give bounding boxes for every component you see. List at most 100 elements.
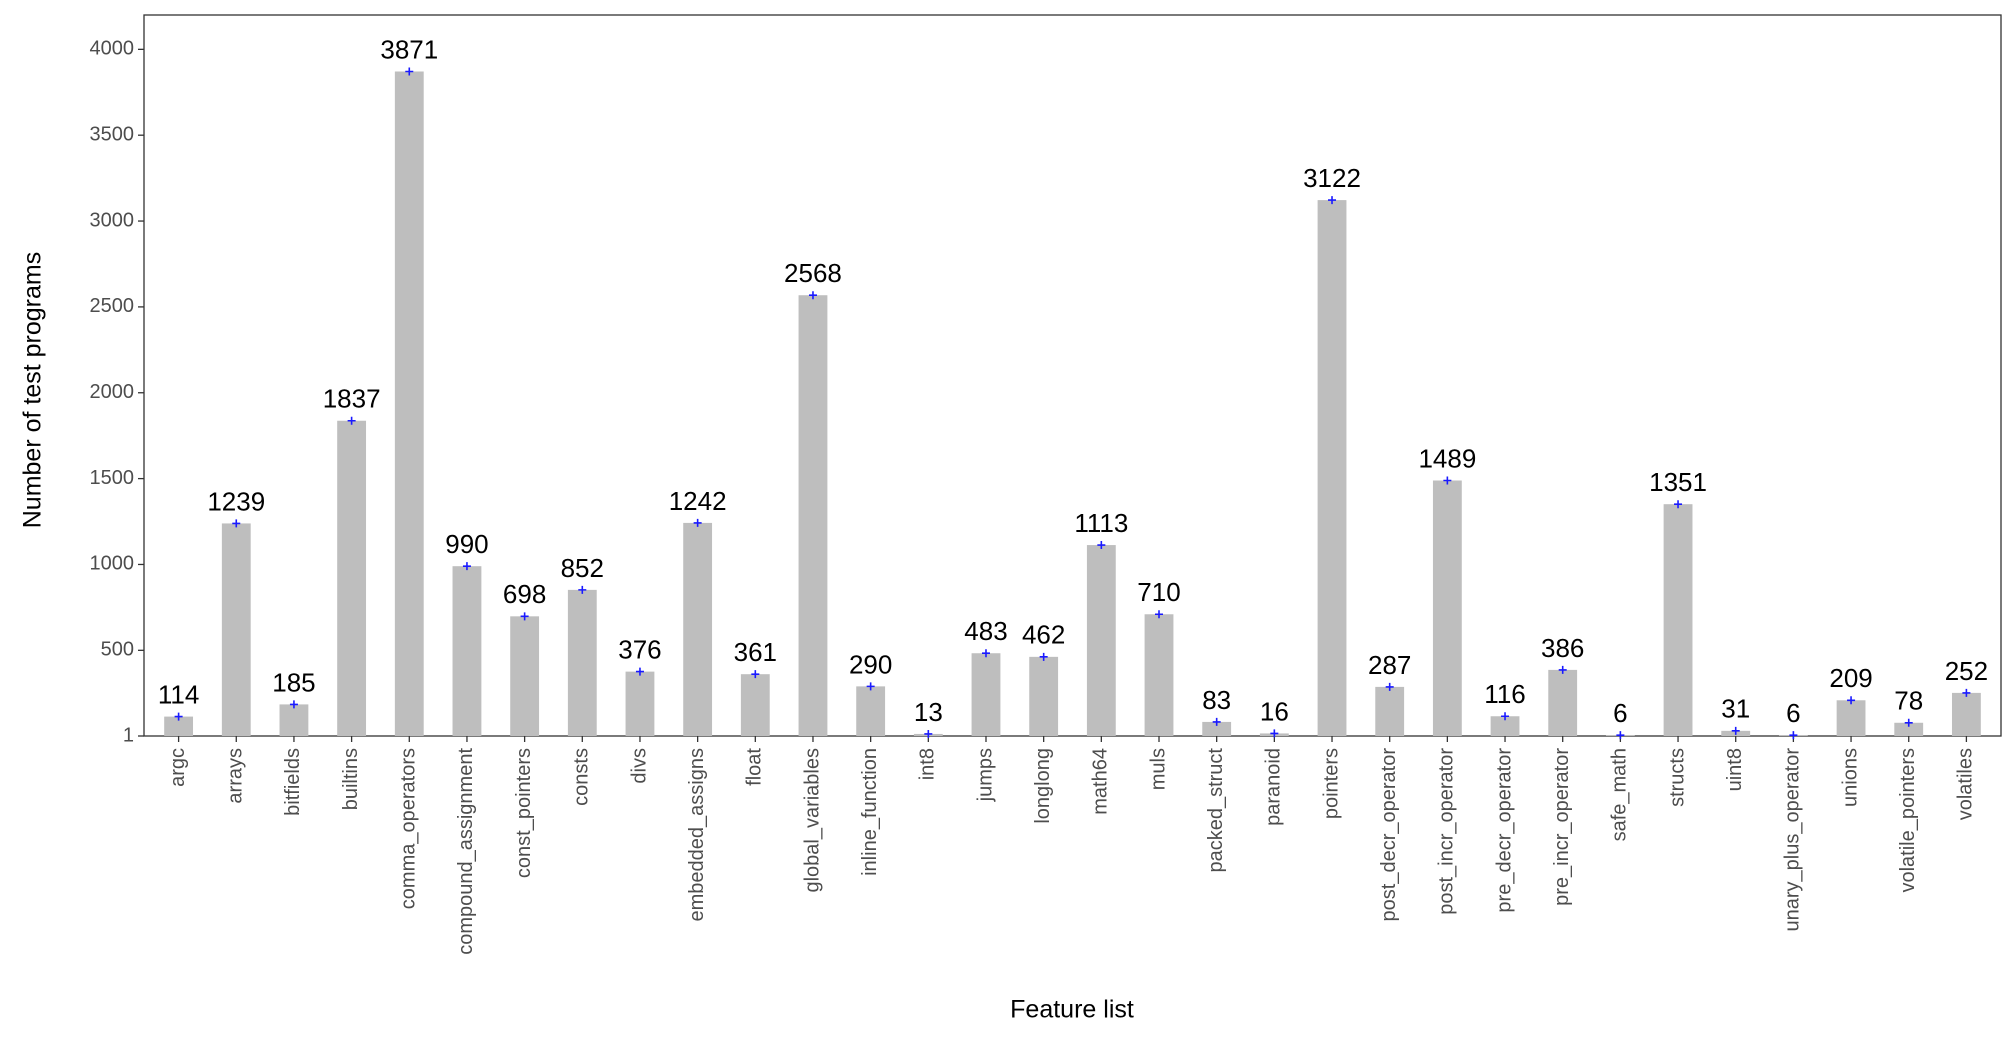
mean-marker	[1039, 652, 1048, 661]
value-label: 3871	[380, 34, 438, 64]
mean-marker	[1616, 731, 1625, 740]
y-tick-label: 500	[101, 639, 134, 661]
x-tick-label: float	[744, 748, 766, 786]
x-tick-label: pointers	[1320, 748, 1342, 819]
value-label: 78	[1894, 686, 1923, 716]
x-tick-label: compound_assignment	[455, 748, 477, 955]
x-axis-title: Feature list	[1010, 996, 1134, 1024]
bar	[337, 420, 367, 736]
y-tick-label: 3500	[90, 123, 135, 145]
y-tick-label: 1500	[90, 467, 135, 489]
y-tick-label: 1	[123, 724, 134, 746]
x-tick-label: argc	[167, 748, 189, 787]
x-tick-label: bitfields	[282, 748, 304, 816]
value-label: 852	[561, 553, 604, 583]
x-tick-label: global_variables	[801, 748, 823, 893]
value-label: 3122	[1303, 163, 1361, 193]
bar	[452, 566, 482, 736]
mean-marker	[1962, 688, 1971, 697]
x-tick-label: divs	[628, 748, 650, 784]
mean-marker	[520, 612, 529, 621]
y-axis-title: Number of test programs	[19, 252, 47, 529]
bar	[1317, 200, 1347, 737]
x-tick-label: pre_decr_operator	[1493, 748, 1515, 913]
x-tick-label: muls	[1147, 748, 1169, 790]
value-label: 1242	[669, 486, 727, 516]
mean-marker	[1385, 682, 1394, 691]
x-tick-label: volatiles	[1955, 748, 1977, 820]
mean-marker	[578, 585, 587, 594]
value-label: 252	[1945, 656, 1988, 686]
x-tick-label: structs	[1666, 748, 1688, 807]
value-label: 710	[1137, 577, 1180, 607]
bar	[394, 71, 424, 737]
mean-marker	[232, 519, 241, 528]
value-label: 1837	[323, 384, 381, 414]
y-tick-label: 2500	[90, 295, 135, 317]
mean-marker	[866, 682, 875, 691]
value-label: 698	[503, 579, 546, 609]
value-label: 290	[849, 649, 892, 679]
x-tick-label: embedded_assigns	[686, 748, 708, 921]
bar	[1144, 614, 1174, 736]
value-label: 185	[272, 667, 315, 697]
x-tick-label: int8	[917, 748, 939, 780]
x-tick-label: builtins	[340, 748, 362, 810]
value-label: 16	[1260, 696, 1289, 726]
mean-marker	[693, 518, 702, 527]
mean-marker	[1731, 726, 1740, 735]
plot-frame	[143, 14, 2002, 737]
value-label: 31	[1721, 694, 1750, 724]
y-tick-label: 2000	[90, 381, 135, 403]
value-label: 990	[445, 529, 488, 559]
x-tick-label: consts	[571, 748, 593, 806]
value-label: 114	[158, 679, 199, 709]
value-label: 116	[1484, 679, 1525, 709]
mean-marker	[1789, 731, 1798, 740]
x-tick-label: uint8	[1724, 748, 1746, 791]
bar	[1836, 700, 1866, 736]
mean-marker	[289, 700, 298, 709]
mean-marker	[1501, 712, 1510, 721]
bar	[1894, 722, 1924, 736]
bar	[856, 686, 886, 736]
value-label: 361	[734, 637, 777, 667]
value-label: 83	[1202, 685, 1231, 715]
mean-marker	[635, 667, 644, 676]
bar	[1375, 686, 1405, 736]
mean-marker	[1847, 696, 1856, 705]
x-tick-label: safe_math	[1609, 748, 1631, 841]
x-tick-label: inline_function	[859, 748, 881, 876]
bar	[1548, 669, 1578, 736]
bar	[1432, 480, 1462, 736]
x-tick-label: const_pointers	[513, 748, 535, 878]
mean-marker	[462, 562, 471, 571]
x-tick-label: pre_incr_operator	[1551, 748, 1573, 906]
mean-marker	[1558, 665, 1567, 674]
y-tick-label: 1000	[90, 553, 135, 575]
x-tick-label: math64	[1090, 748, 1112, 815]
mean-marker	[981, 649, 990, 658]
y-tick-label: 3000	[90, 209, 135, 231]
bar	[683, 522, 713, 736]
x-tick-label: unary_plus_operator	[1782, 748, 1804, 932]
bar	[221, 523, 251, 736]
mean-marker	[347, 416, 356, 425]
bar	[740, 674, 770, 736]
value-label: 1113	[1074, 508, 1128, 538]
value-label: 386	[1541, 633, 1584, 663]
mean-marker	[1212, 717, 1221, 726]
x-tick-label: longlong	[1032, 748, 1054, 824]
value-label: 483	[964, 616, 1007, 646]
mean-marker	[1674, 500, 1683, 509]
x-tick-label: comma_operators	[398, 748, 420, 909]
bar	[971, 653, 1001, 736]
x-tick-label: volatile_pointers	[1897, 748, 1919, 893]
x-tick-label: post_incr_operator	[1436, 748, 1458, 915]
value-label: 6	[1786, 698, 1800, 728]
mean-marker	[924, 729, 933, 738]
mean-marker	[405, 67, 414, 76]
bar	[1029, 656, 1059, 736]
